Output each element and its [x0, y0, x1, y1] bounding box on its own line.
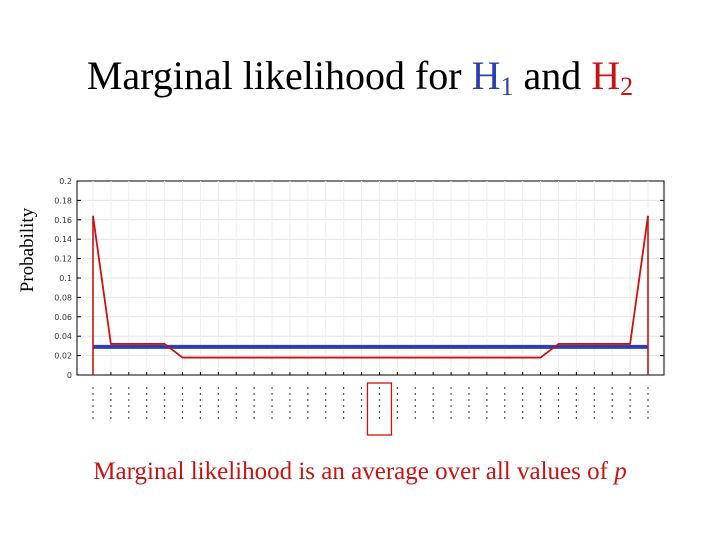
caption: Marginal likelihood is an average over a… — [0, 458, 720, 486]
chart-title: Marginal likelihood for H1 and H2 — [0, 52, 720, 102]
title-prefix: Marginal likelihood for — [86, 53, 472, 98]
y-tick-label: 0.16 — [54, 216, 72, 225]
y-tick-label: 0.12 — [54, 255, 72, 264]
h2-series-line — [92, 215, 649, 359]
y-tick-label: 0.06 — [54, 313, 72, 322]
title-h1: H1 — [471, 53, 514, 101]
y-tick-label: 0.2 — [59, 177, 72, 186]
y-tick-label: 0.14 — [54, 235, 72, 244]
y-tick-label: 0.08 — [54, 293, 72, 302]
title-h2: H2 — [591, 53, 634, 101]
y-tick-label: 0.02 — [54, 352, 72, 361]
y-tick-label: 0.18 — [54, 196, 72, 205]
caption-variable: p — [614, 458, 627, 485]
y-tick-label: 0.04 — [54, 332, 72, 341]
title-middle: and — [513, 53, 592, 98]
y-tick-label: 0.1 — [59, 274, 72, 283]
caption-text: Marginal likelihood is an average over a… — [93, 458, 615, 485]
y-tick-label: 0 — [67, 371, 72, 380]
highlight-box — [366, 382, 393, 436]
